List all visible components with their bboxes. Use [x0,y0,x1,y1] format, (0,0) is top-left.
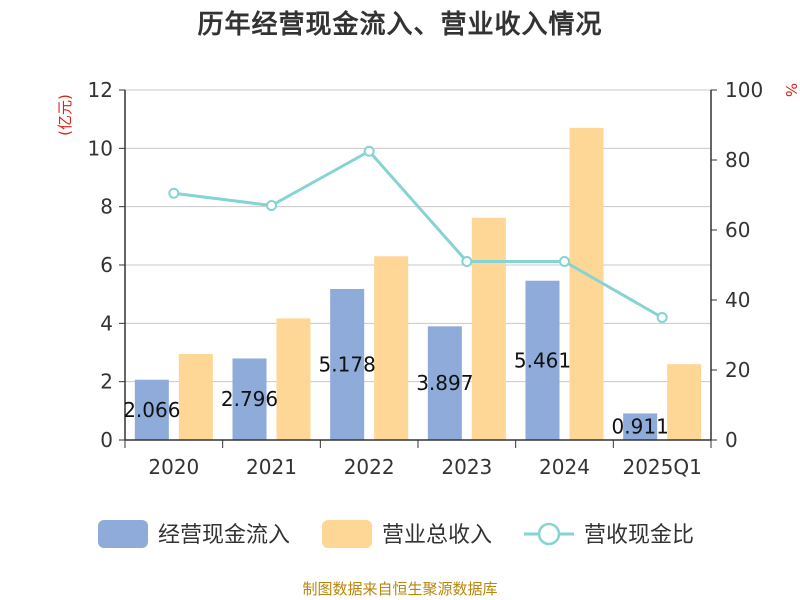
left-axis-tick-label: 12 [88,78,113,102]
ratio-point [656,312,668,323]
bar-cash-inflow [525,280,560,440]
left-axis-tick-label: 4 [100,311,113,335]
bar-total-revenue [667,364,702,440]
legend-swatch-ratio-marker [537,522,561,546]
right-axis-tick-label: 80 [725,148,750,172]
x-axis-tick-label: 2022 [344,455,395,479]
left-axis-tick-label: 10 [88,136,113,160]
right-axis-tick-label: 0 [725,428,738,452]
right-axis-unit: % [782,83,800,97]
bar-cash-inflow [623,413,658,440]
bar-total-revenue [569,127,604,441]
ratio-point [461,256,473,267]
ratio-line [168,145,668,323]
bar-total-revenue [178,353,213,440]
right-axis-tick-label: 100 [725,78,763,102]
legend: 经营现金流入 营业总收入 营收现金比 [98,520,694,548]
x-axis-tick-label: 2023 [441,455,492,479]
left-axis-tick-label: 0 [100,428,113,452]
bar-total-revenue [374,256,409,440]
bar-total-revenue [471,217,506,440]
bar-value-label: 5.461 [514,348,571,372]
bar-total-revenue [276,318,311,440]
axes: 0 2 4 6 8 10 12 0 20 40 60 80 100 (亿元)% 2020 2021 2022 20… [56,78,800,479]
bars [134,127,702,441]
ratio-point [559,256,570,267]
x-axis-tick-label: 2021 [246,455,297,479]
left-axis-unit: (亿元) [56,94,74,136]
bar-value-label: 2.796 [221,387,278,411]
left-axis-tick-label: 8 [100,195,113,219]
x-axis-tick-label: 2025Q1 [622,455,701,479]
bar-cash-inflow [134,379,169,440]
bar-cash-inflow [232,358,267,440]
bar-value-label: 3.897 [416,371,473,395]
data-labels: 2.066 2.796 5.178 3.897 5.461 0.911 [123,348,669,438]
gridlines [125,89,711,383]
right-axis-tick-label: 60 [725,218,750,242]
legend-label-cash-inflow: 经营现金流入 [158,523,290,548]
bar-cash-inflow [427,326,462,440]
left-axis-tick-label: 2 [100,370,113,394]
chart-title: 历年经营现金流入、营业收入情况 [197,10,603,40]
legend-swatch-total-revenue [322,520,372,548]
ratio-line-path [173,149,663,319]
bar-value-label: 0.911 [612,415,669,439]
ratio-point [266,200,277,211]
left-axis-tick-label: 6 [100,253,113,277]
bar-value-label: 2.066 [123,398,180,422]
right-axis-tick-label: 40 [725,288,750,312]
source-note: 制图数据来自恒生聚源数据库 [302,580,498,598]
bar-cash-inflow [330,288,365,440]
legend-swatch-cash-inflow [98,520,148,548]
ratio-point [168,187,180,199]
ratio-point [363,145,375,157]
x-axis-tick-label: 2024 [539,455,590,479]
legend-label-total-revenue: 营业总收入 [382,523,492,548]
legend-label-ratio: 营收现金比 [584,523,694,548]
x-axis-tick-label: 2020 [148,455,199,479]
bar-value-label: 5.178 [319,352,376,376]
right-axis-tick-label: 20 [725,358,750,382]
